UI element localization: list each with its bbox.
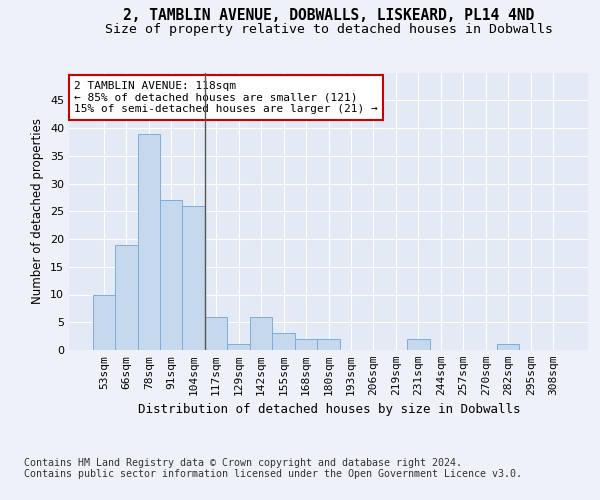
Text: Contains HM Land Registry data © Crown copyright and database right 2024.
Contai: Contains HM Land Registry data © Crown c… (24, 458, 522, 479)
Bar (115, 244, 137, 350)
Text: Size of property relative to detached houses in Dobwalls: Size of property relative to detached ho… (105, 22, 553, 36)
Bar (160, 200, 182, 350)
Bar (227, 344, 250, 350)
Bar (497, 344, 520, 350)
Bar (92, 294, 115, 350)
Bar (317, 339, 340, 350)
Bar (407, 339, 430, 350)
Text: 2, TAMBLIN AVENUE, DOBWALLS, LISKEARD, PL14 4ND: 2, TAMBLIN AVENUE, DOBWALLS, LISKEARD, P… (123, 8, 535, 22)
Bar (295, 339, 317, 350)
Bar (137, 134, 160, 350)
Bar (272, 334, 295, 350)
Text: 2 TAMBLIN AVENUE: 118sqm
← 85% of detached houses are smaller (121)
15% of semi-: 2 TAMBLIN AVENUE: 118sqm ← 85% of detach… (74, 81, 378, 114)
Bar (205, 316, 227, 350)
Text: Distribution of detached houses by size in Dobwalls: Distribution of detached houses by size … (137, 402, 520, 415)
Bar (250, 316, 272, 350)
Y-axis label: Number of detached properties: Number of detached properties (31, 118, 44, 304)
Bar (182, 206, 205, 350)
